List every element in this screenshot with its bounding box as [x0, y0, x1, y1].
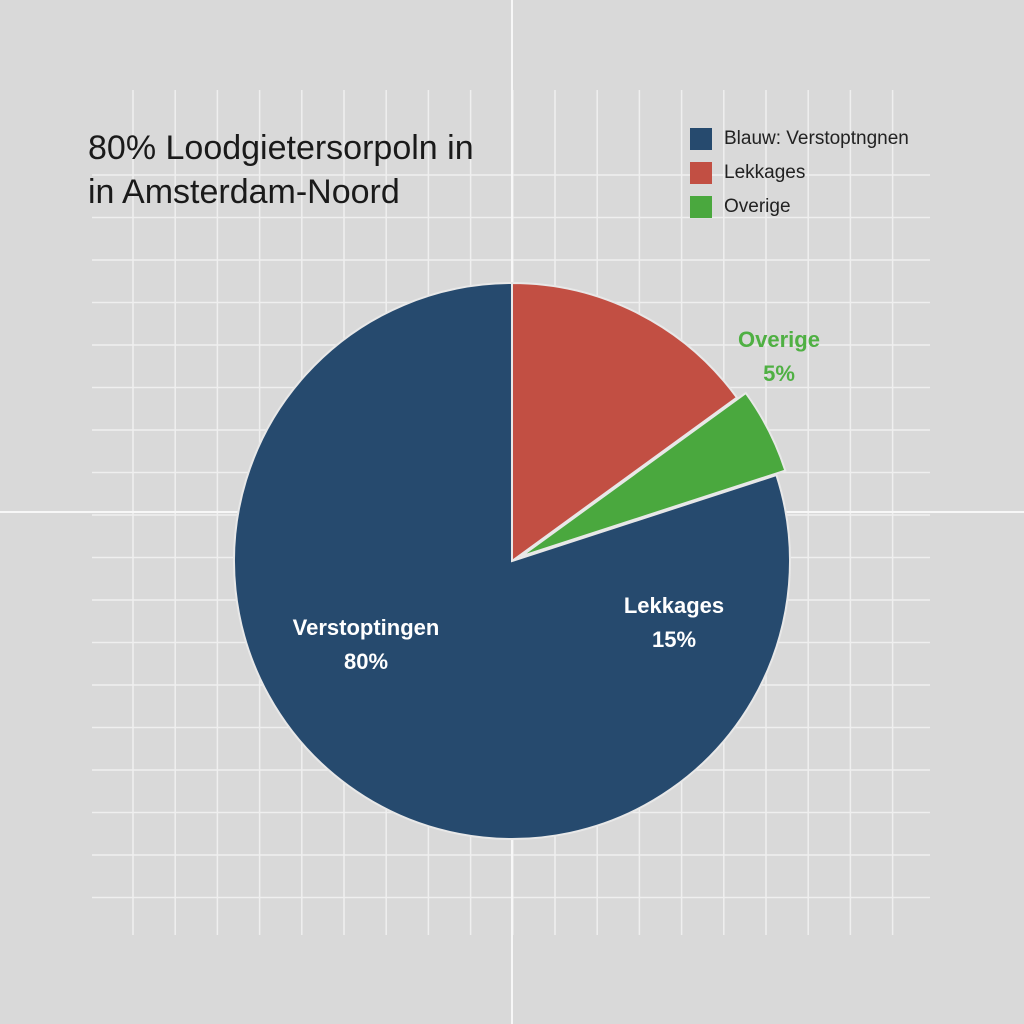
title-line-2: in Amsterdam-Noord — [88, 173, 400, 211]
legend-swatch — [690, 196, 712, 218]
title-line-1: 80% Loodgietersorpoln in — [88, 129, 474, 167]
legend-item-overige: Overige — [690, 190, 909, 224]
legend-label: Overige — [724, 196, 791, 217]
legend: Blauw: Verstoptngnen Lekkages Overige — [690, 122, 909, 224]
legend-item-verstoppingen: Blauw: Verstoptngnen — [690, 122, 909, 156]
legend-label: Blauw: Verstoptngnen — [724, 128, 909, 149]
legend-swatch — [690, 128, 712, 150]
slice-label-overige: Overige 5% — [738, 323, 820, 391]
slice-value: 5% — [763, 361, 795, 386]
legend-label: Lekkages — [724, 162, 806, 183]
legend-item-lekkages: Lekkages — [690, 156, 909, 190]
slice-label-verstoppingen: Verstoptingen 80% — [293, 611, 440, 679]
slice-value: 15% — [651, 627, 697, 652]
legend-swatch — [690, 162, 712, 184]
slice-value: 80% — [343, 649, 389, 674]
slice-name: Verstoptingen — [292, 615, 440, 640]
slice-name: Overige — [738, 327, 820, 352]
slice-name: Lekkages — [623, 593, 725, 618]
slice-label-lekkages: Lekkages 15% — [624, 589, 724, 657]
chart-title: 80% Loodgietersorpoln in in Amsterdam-No… — [88, 126, 474, 214]
pie-slice-overige — [520, 391, 787, 558]
pie-slice-lekkages — [511, 281, 739, 563]
pie-slice-verstoptingen — [233, 281, 791, 840]
